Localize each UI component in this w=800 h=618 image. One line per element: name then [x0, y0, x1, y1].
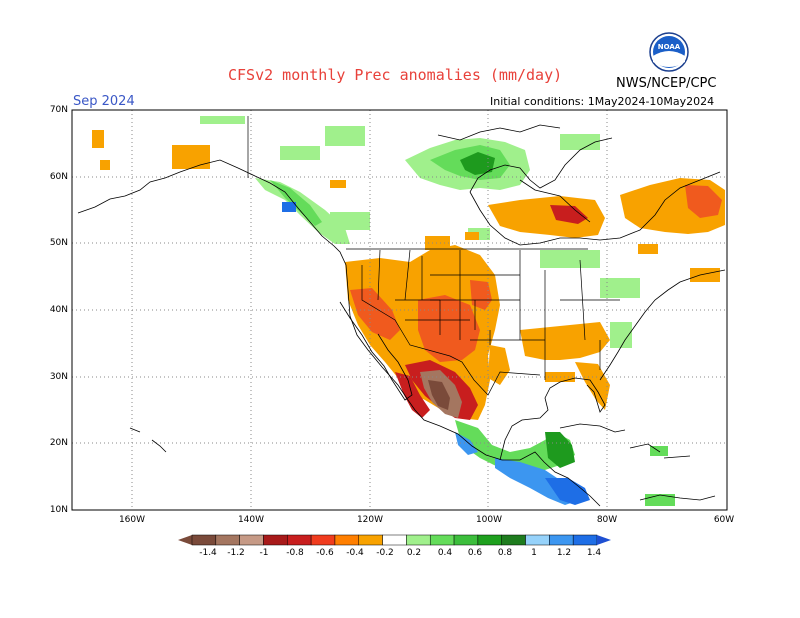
lon-label: 100W: [475, 515, 503, 525]
lat-label: 30N: [49, 372, 68, 382]
wet-anomaly-region: [330, 212, 370, 230]
anomaly-shading: [92, 116, 725, 506]
colorbar-tick-label: 1: [531, 548, 537, 558]
dry-anomaly-region: [550, 205, 588, 224]
wet-anomaly-region: [455, 420, 575, 470]
dry-anomaly-region: [488, 196, 605, 238]
colorbar-tick-label: 0.4: [437, 548, 453, 558]
dry-anomaly-region: [638, 244, 658, 254]
colorbar-segment: [215, 534, 240, 546]
colorbar-low-arrow: [178, 535, 192, 545]
colorbar-tick-label: -0.8: [286, 548, 304, 558]
map-frame: [71, 109, 728, 511]
lon-label: 120W: [356, 515, 384, 525]
colorbar-tick-label: 1.2: [556, 548, 572, 558]
agency-label: NWS/NCEP/CPC: [616, 76, 717, 91]
political-boundaries: [247, 116, 620, 396]
forecast-month-label: Sep 2024: [73, 94, 135, 109]
dry-anomaly-region: [465, 232, 479, 240]
wet-anomaly-region: [455, 432, 478, 455]
colorbar-tick-label: -1.2: [227, 548, 245, 558]
wet-anomaly-region: [560, 134, 600, 150]
dry-anomaly-region: [172, 145, 210, 169]
colorbar-tick-label: -0.4: [346, 548, 364, 558]
colorbar-tick-label: 0.6: [467, 548, 483, 558]
colorbar-tick-label: -0.2: [376, 548, 394, 558]
wet-anomaly-region: [600, 278, 640, 298]
dry-anomaly-region: [92, 130, 104, 148]
colorbar-segment: [263, 534, 288, 546]
lat-label: 60N: [49, 172, 68, 182]
colorbar-high-arrow: [597, 535, 611, 545]
colorbar-tick-label: -1: [259, 548, 269, 558]
wet-anomaly-region: [282, 202, 296, 212]
svg-text:NOAA: NOAA: [658, 43, 681, 51]
colorbar-segment: [572, 534, 598, 546]
dry-anomaly-region: [470, 280, 492, 310]
coastlines: [77, 124, 726, 507]
colorbar-tick-label: -0.6: [316, 548, 334, 558]
noaa-logo-icon: NOAA: [649, 32, 689, 72]
dry-anomaly-region: [520, 322, 610, 360]
colorbar-segment: [525, 534, 550, 546]
dry-anomaly-region: [100, 160, 110, 170]
lat-label: 10N: [49, 505, 68, 515]
lon-label: 80W: [596, 515, 618, 525]
wet-anomaly-region: [325, 126, 365, 146]
lon-label: 60W: [713, 515, 735, 525]
lat-label: 20N: [49, 438, 68, 448]
dry-anomaly-region: [425, 236, 450, 250]
colorbar-segment: [358, 534, 383, 546]
dry-anomaly-region: [330, 180, 346, 188]
lat-label: 70N: [49, 105, 68, 115]
colorbar-segment: [287, 534, 312, 546]
colorbar-segment: [382, 534, 407, 546]
dry-anomaly-region: [418, 295, 480, 362]
dry-anomaly-region: [575, 362, 610, 410]
colorbar-segment: [310, 534, 336, 546]
wet-anomaly-region: [645, 494, 675, 506]
dry-anomaly-region: [395, 372, 430, 418]
wet-anomaly-region: [460, 152, 495, 175]
wet-anomaly-region: [280, 146, 320, 160]
colorbar-segment: [239, 534, 264, 546]
dry-anomaly-region: [350, 288, 400, 340]
wet-anomaly-region: [610, 322, 632, 348]
dry-anomaly-region: [690, 268, 720, 282]
colorbar-segment: [453, 534, 479, 546]
colorbar-segment: [191, 534, 217, 546]
lon-label: 140W: [237, 515, 265, 525]
colorbar: [178, 534, 611, 546]
colorbar-segment: [429, 534, 455, 546]
dry-anomaly-region: [428, 380, 450, 410]
initial-conditions-label: Initial conditions: 1May2024-10May2024: [490, 95, 715, 108]
dry-anomaly-region: [488, 345, 510, 385]
lat-label: 50N: [49, 238, 68, 248]
colorbar-segment: [477, 534, 502, 546]
wet-anomaly-region: [545, 432, 575, 468]
colorbar-segment: [334, 534, 360, 546]
colorbar-tick-label: 1.4: [586, 548, 602, 558]
lat-lon-grid: [72, 110, 727, 510]
colorbar-segment: [501, 534, 526, 546]
colorbar-tick-label: -1.4: [199, 548, 217, 558]
colorbar-segment: [549, 534, 574, 546]
colorbar-segment: [406, 534, 431, 546]
wet-anomaly-region: [545, 478, 590, 505]
wet-anomaly-region: [200, 116, 245, 124]
colorbar-tick-label: 0.8: [497, 548, 513, 558]
lat-label: 40N: [49, 305, 68, 315]
wet-anomaly-region: [540, 250, 600, 268]
dry-anomaly-region: [685, 185, 722, 218]
colorbar-tick-label: 0.2: [406, 548, 422, 558]
lon-label: 160W: [118, 515, 146, 525]
